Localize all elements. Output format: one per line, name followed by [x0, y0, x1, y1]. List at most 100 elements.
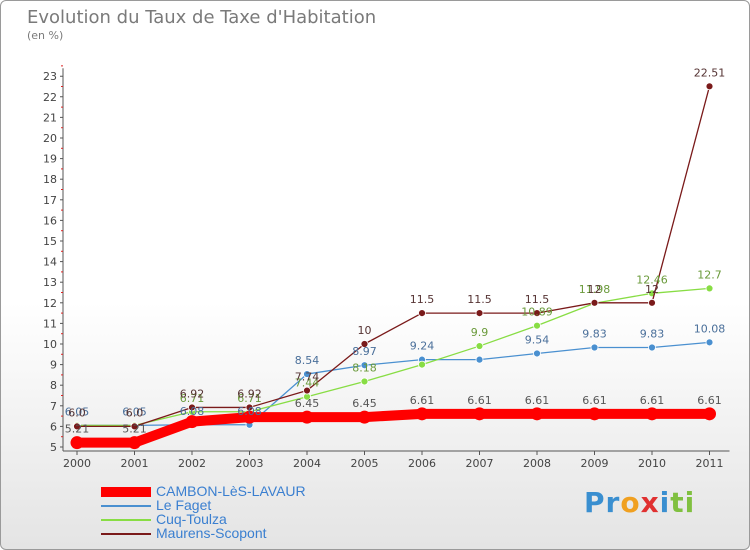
data-label: 6.45	[352, 397, 377, 410]
data-point	[705, 338, 714, 347]
data-point	[530, 407, 544, 421]
data-label: 6.0	[68, 406, 86, 419]
logo-letter: i	[684, 486, 696, 519]
data-label: 11.5	[467, 293, 492, 306]
x-tick-label: 2010	[638, 457, 666, 470]
data-point	[73, 422, 81, 431]
data-label: 6.45	[295, 397, 320, 410]
y-tick-label: 20	[43, 132, 57, 145]
logo-letter: t	[670, 486, 685, 519]
series-line-0	[72, 408, 715, 448]
data-label: 6.61	[525, 394, 550, 407]
data-point	[590, 343, 599, 352]
logo-letter: x	[640, 486, 660, 519]
data-label: 6.0	[126, 406, 144, 419]
data-point	[243, 410, 256, 424]
data-label: 10.08	[694, 322, 726, 335]
y-tick-label: 11	[43, 317, 57, 330]
data-label: 6.61	[582, 394, 607, 407]
x-tick-label: 2002	[178, 457, 206, 470]
logo-letter: o	[620, 486, 641, 519]
data-point	[128, 436, 141, 450]
y-tick-label: 23	[43, 70, 57, 83]
data-label: 6.71	[237, 392, 262, 405]
data-label: 12	[588, 283, 602, 296]
y-tick-label: 7	[50, 400, 57, 413]
data-point	[590, 298, 599, 307]
y-tick-label: 14	[43, 256, 57, 269]
legend-swatch	[101, 505, 151, 507]
axes: 5 6 7 8 9 10 11 12 13 14 15 16 17 18 19 20 21 22 23 2000 200…	[43, 65, 730, 470]
x-tick-label: 2006	[408, 457, 436, 470]
legend-swatch	[101, 487, 151, 497]
data-label: 8.97	[352, 345, 377, 358]
y-tick-label: 10	[43, 338, 57, 351]
series-line-2	[76, 287, 711, 427]
data-label: 8.54	[295, 354, 320, 367]
data-point	[533, 349, 541, 358]
y-tick-label: 13	[43, 276, 57, 289]
x-tick-label: 2005	[351, 457, 379, 470]
data-point	[588, 407, 601, 421]
data-label: 8.18	[352, 361, 377, 374]
data-label: 6.08	[237, 405, 262, 418]
data-point	[475, 342, 484, 350]
data-point	[415, 407, 429, 421]
y-tick-label: 21	[43, 111, 57, 124]
y-tick-label: 8	[50, 379, 57, 392]
data-point	[533, 321, 541, 330]
logo-letter: P	[584, 486, 606, 519]
x-tick-label: 2009	[581, 457, 609, 470]
y-tick-label: 5	[50, 441, 57, 454]
data-point	[130, 422, 139, 431]
data-point	[358, 410, 371, 424]
logo-letter: i	[659, 486, 671, 519]
data-label: 7.44	[295, 377, 320, 390]
legend-swatch	[101, 519, 151, 521]
data-label: 6.08	[180, 405, 205, 418]
data-point	[475, 309, 484, 318]
data-point	[360, 377, 369, 386]
data-point	[648, 298, 656, 307]
data-point	[475, 355, 484, 364]
data-label: 6.92	[180, 387, 205, 400]
y-tick-label: 9	[50, 359, 57, 372]
y-tick-label: 17	[43, 194, 57, 207]
data-point	[70, 436, 84, 450]
y-tick-label: 15	[43, 235, 57, 248]
data-point	[188, 403, 196, 412]
data-label: 6.05	[65, 405, 90, 418]
logo-letter: r	[605, 486, 621, 519]
data-label: 12	[645, 283, 659, 296]
data-point	[185, 415, 199, 429]
data-point	[303, 370, 311, 378]
data-point	[303, 386, 311, 395]
data-point	[703, 407, 716, 421]
data-label: 9.83	[640, 328, 665, 341]
y-tick-label: 19	[43, 153, 57, 166]
series-line-3	[76, 85, 711, 428]
data-label: 11.98	[579, 283, 611, 296]
data-label: 22.51	[694, 66, 726, 79]
data-label: 7.74	[295, 371, 320, 384]
data-label: 6.61	[697, 394, 722, 407]
legend-label: Le Faget	[156, 497, 212, 513]
data-point	[300, 410, 314, 424]
data-label: 9.24	[410, 340, 435, 353]
data-label: 12.46	[636, 273, 668, 286]
data-point	[473, 407, 486, 421]
x-tick-label: 2007	[466, 457, 494, 470]
data-point	[645, 407, 659, 421]
x-tick-label: 2008	[523, 457, 551, 470]
data-point	[360, 361, 369, 370]
data-label: 6.05	[122, 405, 147, 418]
data-label: 11.5	[525, 293, 550, 306]
y-tick-label: 12	[43, 297, 57, 310]
data-point	[418, 360, 426, 369]
data-point	[418, 309, 426, 318]
data-label: 10.89	[521, 306, 553, 319]
data-label: 6.71	[180, 392, 205, 405]
x-tick-label: 2001	[121, 457, 149, 470]
